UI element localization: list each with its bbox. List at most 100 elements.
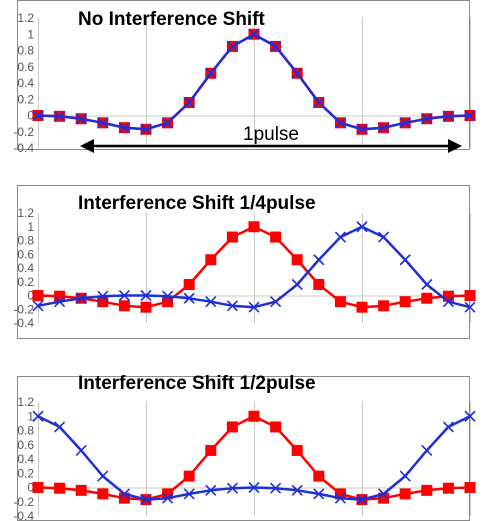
data-point-x	[205, 296, 217, 308]
data-point-square	[97, 488, 109, 500]
data-point-x	[183, 292, 195, 304]
data-point-square	[378, 300, 390, 312]
data-point-x	[140, 123, 152, 135]
data-point-square	[248, 221, 260, 233]
data-point-x	[464, 109, 476, 122]
data-point-square	[270, 421, 282, 433]
y-tick-label: 0.2	[17, 92, 34, 106]
data-point-x	[399, 117, 411, 129]
data-point-x	[378, 122, 390, 134]
y-tick-label: -0.2	[13, 302, 34, 316]
data-point-x	[313, 488, 325, 500]
data-point-x	[75, 292, 87, 304]
data-point-x	[421, 113, 433, 125]
y-tick-label: -0.4	[13, 509, 34, 521]
y-axis-tick-labels: 1.210.80.60.40.20-0.2-0.4	[13, 11, 34, 155]
y-tick-label: 0.6	[17, 438, 34, 452]
y-tick-label: -0.2	[13, 125, 34, 139]
data-point-square	[248, 410, 260, 422]
data-point-x	[75, 113, 87, 125]
blue-x-series	[32, 221, 476, 313]
data-point-x	[442, 110, 454, 122]
annotation-label: 1pulse	[243, 124, 299, 145]
chart-title: Interference Shift 1/2pulse	[78, 373, 316, 394]
data-point-x	[97, 470, 109, 482]
data-point-square	[334, 488, 346, 500]
data-point-x	[183, 488, 195, 500]
annotation-arrowhead-left	[80, 139, 94, 153]
data-point-x	[118, 488, 130, 500]
y-tick-label: 0.8	[17, 44, 34, 58]
y-axis-tick-labels: 1.210.80.60.40.20-0.2-0.4	[13, 395, 34, 521]
y-tick-label: 0.4	[17, 452, 34, 466]
data-point-x	[162, 492, 174, 504]
data-point-x	[54, 296, 66, 308]
data-point-x	[226, 40, 238, 53]
data-point-square	[205, 254, 217, 266]
data-point-x	[248, 28, 260, 40]
data-point-x	[464, 301, 476, 313]
data-point-square	[183, 470, 195, 482]
data-point-x	[183, 96, 195, 109]
blue-x-series	[32, 410, 476, 506]
chart-title: No Interference Shift	[78, 9, 266, 30]
chart-title: Interference Shift 1/4pulse	[78, 193, 316, 214]
red-square-series	[32, 221, 476, 313]
chart-half-shift: 1.210.80.60.40.20-0.2-0.4 Interference Sh…	[13, 373, 476, 521]
data-point-square	[118, 300, 130, 312]
pulse-width-annotation: 1pulse	[80, 124, 462, 153]
data-point-x	[118, 122, 130, 134]
data-point-x	[464, 410, 476, 422]
data-point-square	[291, 254, 303, 266]
y-tick-label: -0.2	[13, 495, 34, 509]
data-point-square	[442, 290, 454, 302]
data-point-x	[140, 289, 152, 302]
data-point-square	[270, 231, 282, 243]
data-point-x	[378, 488, 390, 500]
data-point-x	[32, 300, 44, 312]
data-point-square	[442, 482, 454, 494]
data-point-x	[226, 300, 238, 312]
data-point-x	[421, 444, 433, 457]
data-point-square	[464, 290, 476, 301]
data-point-x	[205, 484, 217, 496]
data-point-square	[313, 279, 325, 290]
y-tick-label: 0.6	[17, 247, 34, 261]
data-point-square	[205, 444, 217, 456]
y-tick-label: 0.2	[17, 466, 34, 480]
data-point-square	[421, 292, 433, 304]
chart-frame	[17, 185, 470, 339]
annotation-arrowhead-right	[448, 139, 462, 153]
y-tick-label: 1	[27, 27, 34, 41]
y-tick-label: 1	[27, 220, 34, 234]
data-point-x	[140, 494, 152, 506]
data-point-square	[54, 482, 66, 494]
data-point-x	[378, 231, 390, 243]
data-point-square	[97, 296, 109, 308]
y-tick-label: 0.6	[17, 60, 34, 74]
y-tick-label: 1	[27, 409, 34, 423]
data-point-x	[162, 117, 174, 129]
data-point-square	[313, 470, 325, 482]
y-tick-label: 1.2	[17, 11, 34, 25]
y-tick-label: -0.4	[13, 141, 34, 155]
data-point-x	[270, 296, 282, 308]
chart-panel-half-shift: 1.2 1 0.8 0.6 0.4 0.2 0 -0.2 -0.4 Interference Sh…	[0, 366, 487, 521]
data-point-square	[421, 484, 433, 496]
data-point-x	[334, 117, 346, 129]
data-point-x	[54, 110, 66, 122]
data-point-x	[32, 410, 44, 422]
y-tick-label: 1.2	[17, 206, 34, 220]
data-point-square	[356, 301, 368, 313]
data-point-square	[399, 488, 411, 500]
chart-frame	[17, 0, 470, 150]
y-tick-label: 0.4	[17, 76, 34, 90]
data-point-x	[356, 494, 368, 506]
data-point-x	[270, 482, 282, 494]
data-point-x	[270, 40, 282, 53]
data-point-x	[205, 67, 217, 79]
y-tick-label: 0.8	[17, 234, 34, 248]
data-point-x	[291, 484, 303, 496]
y-tick-label: 1.2	[17, 395, 34, 409]
data-point-x	[248, 301, 260, 313]
